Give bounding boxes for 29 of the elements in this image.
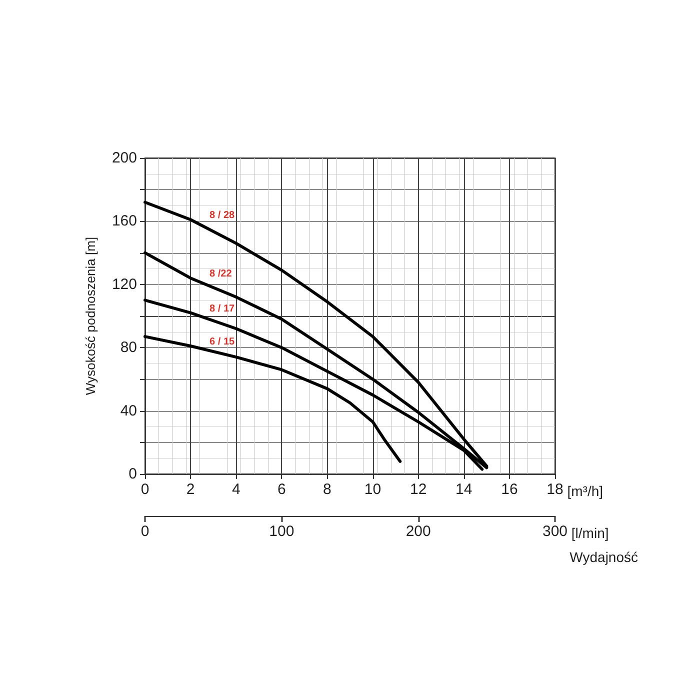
x-tick-label: 4 — [232, 481, 240, 498]
y-tick-label: 120 — [112, 276, 137, 293]
x-tick-label: 6 — [277, 481, 286, 498]
y-tick-label: 80 — [120, 339, 137, 356]
y-tick-label: 200 — [112, 150, 137, 166]
x-tick-label: 12 — [410, 481, 427, 498]
x-tick-label: 2 — [186, 481, 195, 498]
y-axis-title: Wysokość podnoszenia [m] — [83, 236, 98, 396]
y-tick-label: 0 — [128, 466, 137, 482]
x-tick-label: 18 — [546, 481, 564, 498]
y-tick-label: 40 — [120, 402, 137, 420]
line-series — [144, 335, 402, 463]
x2-tick-label: 200 — [406, 523, 431, 540]
text: Wydajność — [570, 549, 638, 565]
x-tick-label: 8 — [323, 481, 332, 498]
series-label: 8 / 17 — [210, 303, 236, 314]
series-label: 8 / 28 — [210, 210, 236, 222]
x2-tick-label: 300 — [542, 523, 568, 540]
x2-tick-label: 0 — [140, 523, 150, 540]
x-tick-label: 0 — [140, 481, 150, 498]
x-tick-label: 10 — [364, 481, 382, 498]
x2-axis-title: [l/min] — [571, 525, 609, 541]
y-tick-label: 160 — [112, 212, 137, 230]
series-label: 8 /22 — [210, 268, 232, 280]
x2-tick-label: 100 — [269, 523, 294, 540]
x-axis-title: [m³/h] — [567, 483, 604, 499]
x-tick-label: 16 — [501, 481, 518, 498]
series-label: 6 / 15 — [210, 336, 236, 348]
x-tick-label: 14 — [456, 481, 472, 498]
